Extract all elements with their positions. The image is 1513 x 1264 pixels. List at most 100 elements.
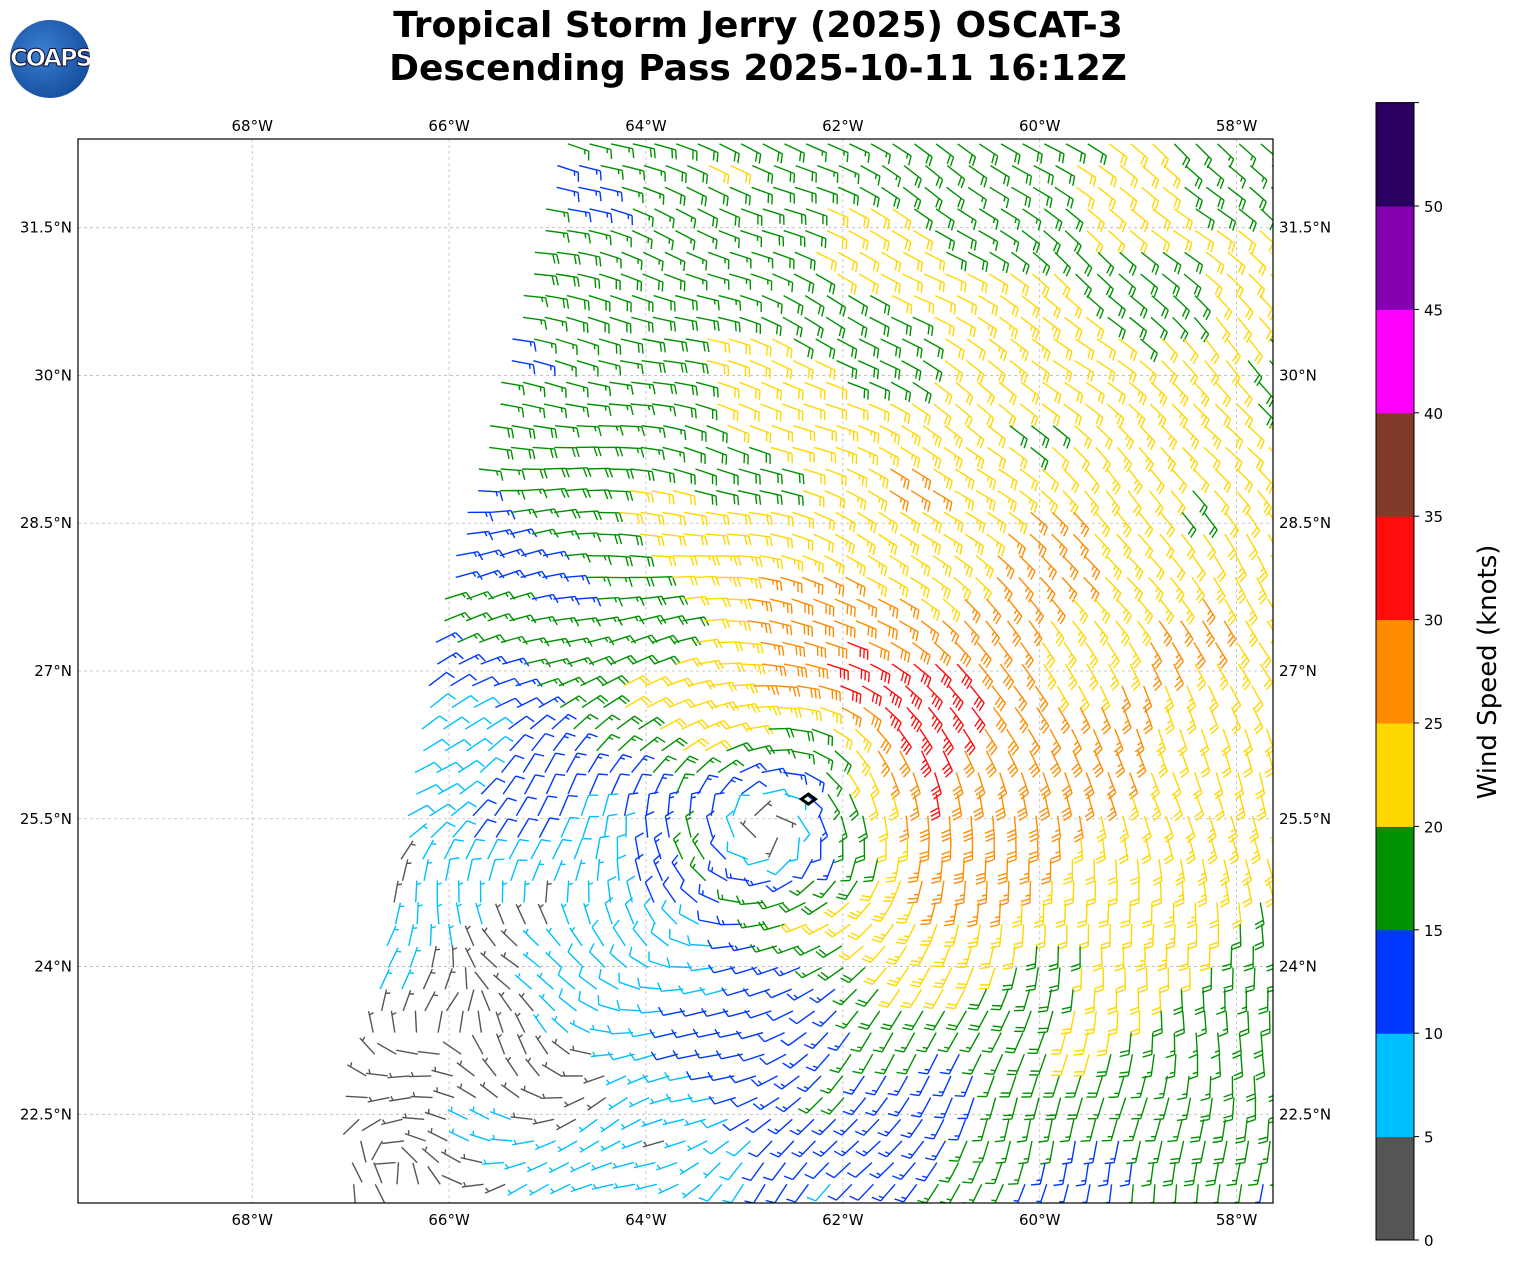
wind-barb xyxy=(1169,1184,1178,1203)
wind-barb xyxy=(801,576,824,595)
wind-barb xyxy=(1191,1140,1206,1165)
wind-barb xyxy=(876,728,892,755)
wind-barb xyxy=(1248,338,1263,365)
wind-barb xyxy=(1264,750,1273,778)
wind-barb xyxy=(1142,902,1153,928)
wind-barb xyxy=(543,467,570,478)
wind-barb xyxy=(911,468,932,491)
wind-barb xyxy=(346,1062,367,1077)
wind-barb xyxy=(1215,989,1226,1016)
wind-barb xyxy=(860,164,881,186)
wind-barb xyxy=(707,860,728,882)
wind-barb xyxy=(429,923,436,946)
wind-barb xyxy=(916,1032,937,1053)
wind-barb xyxy=(1054,186,1074,209)
wind-barb xyxy=(895,902,915,924)
wind-barb xyxy=(705,810,715,838)
wind-barb xyxy=(846,403,869,421)
wind-barb xyxy=(415,880,422,903)
wind-barb xyxy=(1077,902,1088,928)
colorbar-segment xyxy=(1376,1136,1414,1241)
wind-barb xyxy=(945,988,966,1010)
wind-barb xyxy=(1117,360,1137,383)
wind-barb xyxy=(515,904,527,925)
wind-barb xyxy=(861,945,886,964)
wind-barb xyxy=(1056,685,1070,713)
wind-barb xyxy=(837,186,859,206)
wind-barb xyxy=(495,1033,506,1055)
wind-barb xyxy=(587,467,614,478)
wind-barb xyxy=(1085,381,1105,404)
wind-barb xyxy=(1174,880,1185,908)
wind-barb xyxy=(826,663,849,681)
wind-barb xyxy=(665,164,687,184)
wind-barb xyxy=(675,773,695,795)
wind-barb xyxy=(1224,598,1237,626)
wind-barb xyxy=(955,316,976,338)
wind-barb xyxy=(587,880,594,903)
wind-barb xyxy=(479,757,505,774)
wind-barb xyxy=(932,967,953,989)
wind-barb xyxy=(728,360,750,378)
wind-barb xyxy=(869,316,890,337)
wind-barb xyxy=(1031,273,1050,298)
wind-barb xyxy=(1057,707,1071,735)
wind-barb xyxy=(1113,728,1124,757)
wind-barb xyxy=(662,876,677,903)
wind-barb xyxy=(1049,750,1062,778)
wind-barb xyxy=(1050,837,1061,864)
wind-barb xyxy=(759,555,784,570)
wind-barb xyxy=(1030,511,1048,536)
wind-barb xyxy=(911,641,931,665)
wind-barb xyxy=(396,1049,419,1055)
wind-barb xyxy=(410,1091,433,1099)
wind-barb xyxy=(745,1118,772,1134)
wind-barb xyxy=(854,728,872,753)
wind-barb xyxy=(999,295,1019,318)
wind-barb xyxy=(1148,555,1165,581)
wind-barb xyxy=(740,663,766,675)
wind-barb xyxy=(846,1162,873,1178)
wind-barb xyxy=(775,685,801,697)
wind-barb xyxy=(946,165,966,189)
wind-barb xyxy=(979,143,999,166)
wind-barb xyxy=(583,1075,605,1084)
wind-barb xyxy=(598,338,622,355)
wind-barb xyxy=(466,590,494,600)
wind-barb xyxy=(980,1097,997,1120)
wind-barb xyxy=(761,294,783,314)
wind-barb xyxy=(931,859,944,884)
wind-barb xyxy=(1202,598,1216,626)
wind-barb xyxy=(762,143,784,164)
wind-barb xyxy=(675,143,698,161)
wind-barb xyxy=(1033,164,1054,186)
wind-barb xyxy=(836,880,858,901)
wind-barb xyxy=(648,951,671,969)
wind-barb xyxy=(662,446,686,463)
wind-barb xyxy=(791,750,816,765)
wind-barb xyxy=(531,860,544,882)
wind-barb xyxy=(848,663,870,683)
wind-barb xyxy=(1032,186,1053,209)
wind-barb xyxy=(616,715,643,730)
wind-barb xyxy=(978,229,999,252)
wind-barb xyxy=(469,1130,491,1142)
wind-barb xyxy=(994,1119,1010,1143)
wind-barb xyxy=(1002,945,1016,971)
wind-barb xyxy=(1165,1032,1176,1059)
wind-barb xyxy=(379,968,393,990)
wind-barb xyxy=(499,548,527,558)
wind-barb xyxy=(522,928,540,947)
wind-barb xyxy=(919,815,930,843)
wind-barb xyxy=(509,592,538,601)
wind-barb xyxy=(815,338,836,360)
wind-barb xyxy=(986,446,1007,470)
logo-text: COAPS xyxy=(10,44,90,73)
wind-barb xyxy=(764,988,792,999)
wind-barb xyxy=(481,927,496,947)
wind-barb xyxy=(748,744,776,755)
wind-barb xyxy=(698,1183,723,1202)
wind-barb xyxy=(813,598,835,617)
wind-barb xyxy=(608,635,637,644)
